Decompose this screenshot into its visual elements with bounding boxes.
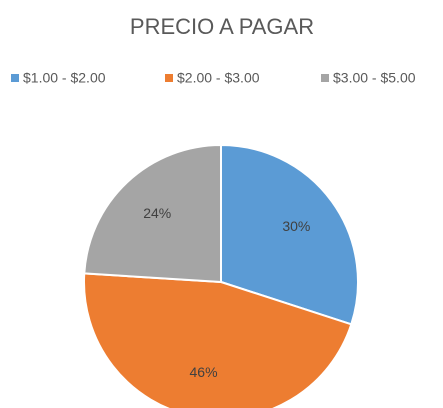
legend-label: $2.00 - $3.00 — [177, 70, 260, 86]
data-label: 24% — [143, 205, 171, 221]
data-label: 46% — [190, 364, 218, 380]
chart-title: PRECIO A PAGAR — [130, 14, 314, 39]
pie-slice — [83, 272, 353, 408]
legend-label: $3.00 - $5.00 — [333, 70, 416, 86]
pie-slice — [83, 143, 222, 284]
data-label: 30% — [282, 218, 310, 234]
pie-slice — [220, 143, 359, 326]
legend-swatch — [165, 74, 173, 82]
legend-label: $1.00 - $2.00 — [23, 70, 106, 86]
legend-swatch — [321, 74, 329, 82]
legend-swatch — [11, 74, 19, 82]
